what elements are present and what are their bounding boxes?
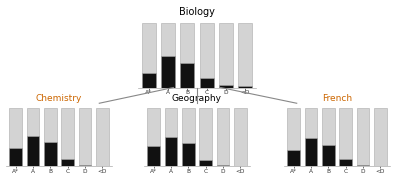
Bar [305, 138, 317, 166]
Bar [161, 56, 175, 88]
Bar [27, 136, 39, 166]
Bar [62, 108, 74, 166]
Bar [219, 23, 233, 88]
Bar [142, 73, 156, 88]
Bar [142, 23, 156, 88]
Bar [180, 63, 194, 88]
Bar [147, 108, 160, 166]
Bar [200, 160, 212, 166]
Bar [287, 150, 300, 166]
Bar [9, 108, 22, 166]
Bar [44, 108, 56, 166]
Bar [234, 108, 247, 166]
Bar [62, 159, 74, 166]
Bar [9, 148, 22, 166]
Bar [357, 164, 369, 166]
Bar [165, 108, 177, 166]
Bar [200, 108, 212, 166]
Bar [180, 23, 194, 88]
Bar [200, 23, 214, 88]
Bar [238, 86, 252, 88]
Bar [217, 164, 229, 166]
Title: French: French [322, 94, 352, 103]
Bar [79, 164, 91, 166]
Bar [44, 142, 56, 166]
Bar [322, 145, 334, 166]
Title: Geography: Geography [172, 94, 222, 103]
Bar [147, 146, 160, 166]
Bar [27, 108, 39, 166]
Bar [165, 137, 177, 166]
Bar [374, 108, 387, 166]
Bar [217, 108, 229, 166]
Bar [182, 143, 194, 166]
Title: Biology: Biology [179, 7, 215, 18]
Bar [182, 108, 194, 166]
Bar [340, 108, 352, 166]
Bar [340, 159, 352, 166]
Bar [161, 23, 175, 88]
Bar [96, 108, 109, 166]
Title: Chemistry: Chemistry [36, 94, 82, 103]
Bar [79, 108, 91, 166]
Bar [219, 85, 233, 88]
Bar [200, 78, 214, 88]
Bar [238, 23, 252, 88]
Bar [357, 108, 369, 166]
Bar [287, 108, 300, 166]
Bar [322, 108, 334, 166]
Bar [305, 108, 317, 166]
